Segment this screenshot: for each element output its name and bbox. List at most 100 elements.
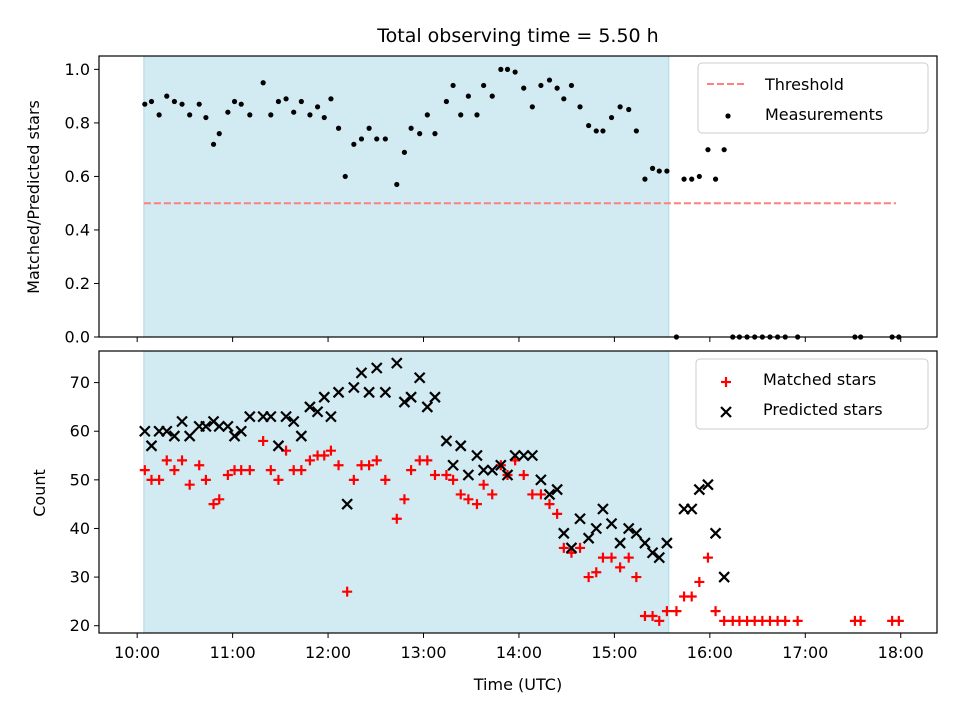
x-tick-label: 14:00 [496, 643, 542, 662]
predicted-star-point [235, 425, 247, 438]
predicted-star-point [535, 474, 547, 486]
top-y-ticks: 0.0 0.2 0.4 0.6 0.8 1.0 [65, 60, 99, 347]
matched-star-point [169, 465, 180, 476]
measurement-point [382, 136, 388, 142]
matched-star-point [544, 499, 555, 510]
predicted-star-point [558, 527, 570, 540]
matched-star-point [258, 435, 269, 446]
predicted-star-point [429, 391, 441, 403]
predicted-star-point [477, 464, 490, 476]
predicted-star-point [574, 512, 586, 525]
measurement-point [577, 104, 583, 110]
matched-star-point [591, 567, 602, 578]
matched-star-point [214, 494, 225, 505]
predicted-star-point [265, 410, 277, 423]
measurement-point [561, 96, 567, 102]
measurement-point [521, 85, 527, 91]
bottom-y-ticks: 20 30 40 50 60 70 [70, 373, 99, 635]
measurement-point [164, 93, 170, 99]
matched-star-point [333, 460, 344, 471]
predicted-star-point [295, 430, 308, 442]
x-tick-label: 11:00 [210, 643, 256, 662]
predicted-star-point [280, 410, 292, 423]
bottom-y-tick-label: 30 [70, 568, 90, 587]
matched-star-point [342, 586, 353, 597]
predicted-star-point [447, 459, 459, 472]
measurement-point [546, 77, 553, 83]
predicted-star-point [630, 527, 643, 540]
top-y-tick-label: 0.4 [65, 220, 90, 239]
predicted-star-point [355, 367, 368, 379]
top-y-tick-label: 0.2 [65, 274, 90, 293]
predicted-star-point [509, 449, 521, 462]
predicted-star-point [646, 546, 659, 559]
measurement-point [617, 104, 623, 110]
top-y-tick-label: 0.8 [65, 113, 90, 132]
x-tick-label: 13:00 [400, 643, 446, 662]
matched-star-point [364, 460, 375, 471]
top-legend-box [697, 62, 929, 134]
top-axes-frame [98, 55, 938, 338]
predicted-star-point [718, 571, 730, 583]
matched-star-point [623, 552, 634, 563]
predicted-star-point [597, 503, 609, 515]
measurement-point [481, 82, 487, 89]
measurement-point [489, 93, 495, 99]
measurement-point [142, 101, 148, 107]
measurement-point [210, 141, 217, 147]
matched-star-point [380, 474, 391, 485]
matched-star-point [471, 499, 482, 510]
measurement-point [171, 98, 178, 105]
top-x-ticks [136, 337, 902, 342]
matched-star-point [348, 474, 359, 485]
x-tick-label: 15:00 [591, 643, 637, 662]
matched-star-point [296, 465, 307, 476]
predicted-star-point [168, 430, 181, 442]
matched-star-point [518, 469, 529, 480]
measurement-point [148, 98, 155, 105]
top-y-axis-label: Matched/Predicted stars [24, 100, 43, 294]
measurement-point [231, 98, 238, 105]
measurement-point [358, 136, 365, 142]
measurement-point [408, 125, 414, 131]
predicted-star-point [183, 430, 196, 442]
measurement-point [314, 104, 321, 110]
measurement-point [247, 112, 253, 118]
predicted-star-point [391, 357, 403, 369]
measurement-point [458, 112, 464, 118]
predicted-star-point [311, 405, 324, 418]
bottom-axes-frame [98, 350, 938, 634]
measurement-point [351, 141, 357, 147]
measurement-point [465, 93, 471, 99]
measurement-point [696, 173, 702, 180]
measurement-point [298, 98, 304, 105]
matched-star-point [780, 615, 791, 626]
matched-star-point [661, 606, 672, 617]
measurement-point [196, 101, 202, 107]
predicted-star-point [341, 498, 353, 510]
matched-star-point [710, 606, 721, 617]
matched-star-point [631, 572, 642, 583]
matched-star-point [273, 474, 284, 485]
matched-star-point [855, 615, 866, 626]
predicted-star-point [440, 435, 453, 447]
predicted-star-point [614, 537, 626, 549]
predicted-star-point [495, 459, 507, 472]
x-tick-label: 18:00 [878, 643, 924, 662]
matched-star-point [422, 455, 433, 466]
measurement-point [642, 176, 648, 182]
predicted-star-point [454, 440, 467, 452]
predicted-star-point [370, 362, 383, 374]
matched-star-point [222, 469, 233, 480]
legend-matched-label: Matched stars [763, 370, 876, 389]
predicted-star-point [176, 415, 188, 428]
measurement-point [328, 96, 334, 102]
measurement-point [586, 122, 592, 129]
matched-star-point [463, 494, 474, 505]
legend-matched-swatch [721, 377, 731, 387]
bottom-y-tick-label: 60 [70, 422, 90, 441]
matched-star-point [719, 615, 730, 626]
predicted-star-point [272, 440, 285, 452]
measurement-point [664, 168, 670, 174]
matched-star-point [583, 572, 594, 583]
